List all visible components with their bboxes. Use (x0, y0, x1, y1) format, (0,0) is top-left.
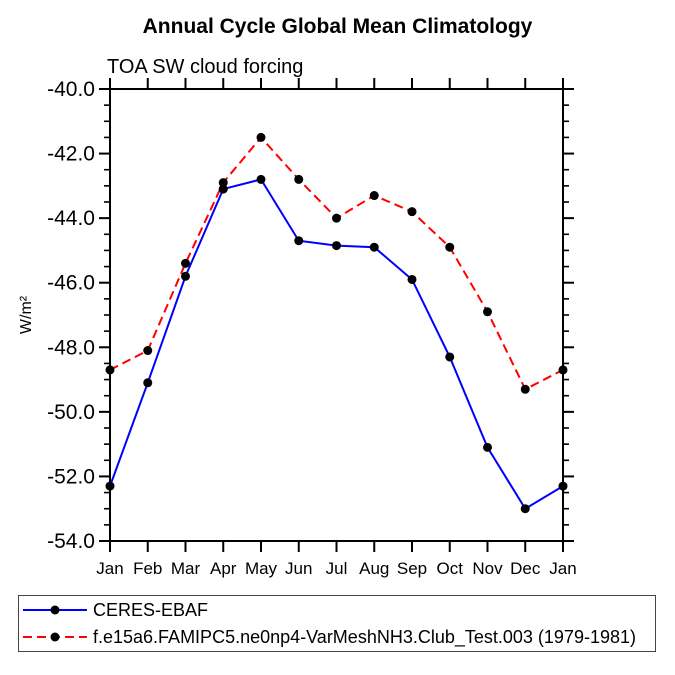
x-tick-label: Jul (326, 559, 348, 578)
y-tick-label: -46.0 (47, 272, 95, 295)
data-point-marker (256, 132, 266, 142)
data-point-marker (218, 184, 228, 194)
data-point-marker (105, 365, 115, 375)
y-tick-label: -48.0 (47, 336, 95, 359)
data-point-marker (483, 307, 492, 317)
legend-row-ceres-ebaf: CERES-EBAF (19, 597, 655, 624)
y-tick-label: -52.0 (47, 465, 95, 488)
legend-label-model: f.e15a6.FAMIPC5.ne0np4-VarMeshNH3.Club_T… (93, 627, 636, 647)
data-point-marker (558, 365, 568, 375)
data-point-marker (369, 191, 379, 201)
x-tick-label: Sep (397, 559, 427, 578)
x-tick-label: Feb (133, 559, 162, 578)
x-tick-label: Dec (510, 559, 541, 578)
data-point-marker (143, 346, 153, 356)
data-point-marker (407, 207, 417, 217)
legend-label-ceres: CERES-EBAF (93, 600, 209, 620)
legend-box: CERES-EBAF f.e15a6.FAMIPC5.ne0np4-VarMes… (18, 595, 656, 652)
y-tick-label: -50.0 (47, 401, 95, 424)
x-tick-label: May (245, 559, 278, 578)
y-tick-label: -54.0 (47, 530, 95, 553)
x-tick-label: Oct (437, 559, 464, 578)
x-axis-tick-labels: Jan Feb Mar Apr May Jun Jul Aug Sep Oct Nov Dec Jan (96, 559, 576, 578)
y-tick-label: -40.0 (47, 78, 95, 101)
data-point-marker (143, 378, 153, 388)
data-point-marker (520, 504, 530, 514)
data-point-marker (332, 241, 341, 251)
y-tick-label: -42.0 (47, 143, 95, 166)
y-axis-tick-labels: -40.0 -42.0 -44.0 -46.0 -48.0 -50.0 -52.0 -54.0 (47, 78, 95, 553)
data-point-marker (181, 271, 190, 281)
data-point-marker (483, 442, 492, 452)
data-point-marker (256, 174, 266, 184)
data-point-marker (332, 213, 341, 223)
y-axis-minor-ticks (104, 104, 569, 526)
y-tick-label: -44.0 (47, 207, 95, 230)
series-line-1 (109, 135, 564, 391)
data-point-marker (558, 481, 568, 491)
x-tick-label: Apr (210, 559, 237, 578)
legend-sample-marker (50, 632, 60, 642)
x-tick-label: Mar (171, 559, 201, 578)
data-point-marker (294, 236, 304, 246)
x-tick-label: Jan (96, 559, 123, 578)
data-point-marker (445, 242, 455, 252)
legend-sample-line-model (23, 632, 87, 642)
x-tick-label: Aug (359, 559, 389, 578)
legend-sample-marker (50, 605, 60, 615)
data-point-marker (105, 481, 115, 491)
x-axis-ticks (109, 78, 564, 552)
legend-row-model: f.e15a6.FAMIPC5.ne0np4-VarMeshNH3.Club_T… (19, 624, 655, 651)
series-markers-1 (105, 132, 568, 394)
data-point-marker (445, 352, 455, 362)
series-markers-0 (105, 174, 568, 514)
x-tick-label: Nov (472, 559, 503, 578)
legend-sample-line-ceres (23, 605, 87, 615)
x-tick-label: Jan (549, 559, 576, 578)
data-point-marker (294, 174, 304, 184)
data-point-marker (369, 242, 379, 252)
data-point-marker (407, 274, 417, 284)
y-axis-ticks (99, 88, 574, 542)
chart-title: Annual Cycle Global Mean Climatology (142, 15, 533, 38)
x-tick-label: Jun (285, 559, 312, 578)
plot-frame (109, 88, 564, 542)
data-point-marker (181, 258, 190, 268)
data-point-marker (520, 384, 530, 394)
chart-subtitle: TOA SW cloud forcing (107, 56, 304, 78)
series-line-0 (109, 178, 564, 511)
data-point-marker (218, 178, 228, 188)
